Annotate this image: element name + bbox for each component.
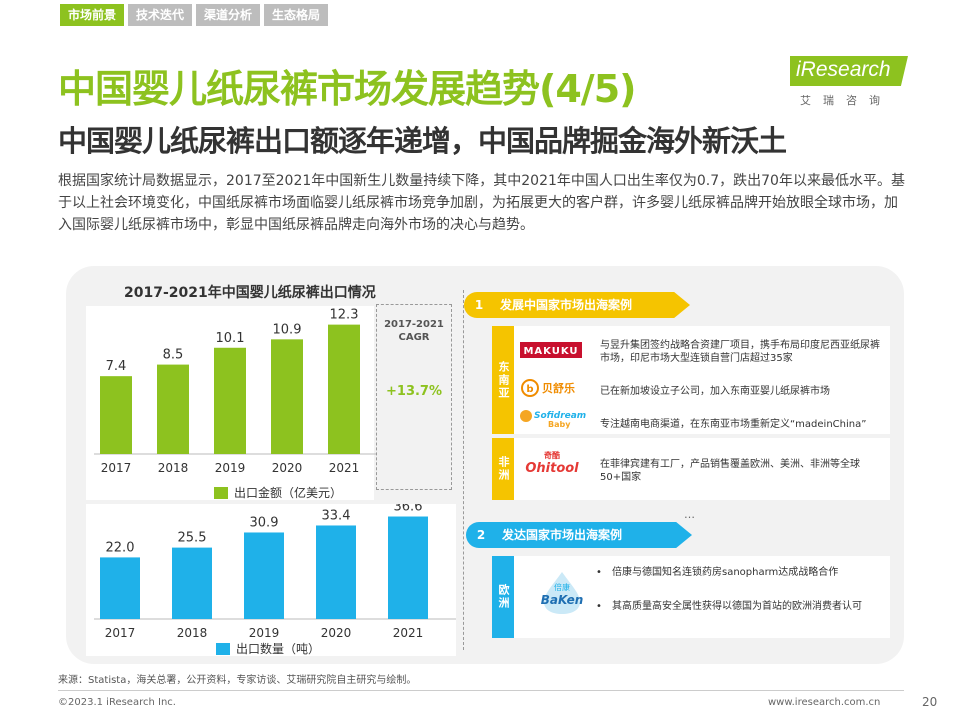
cagr-value: +13.7%: [386, 384, 442, 399]
bar-2019: [244, 532, 284, 619]
bar-2020: [316, 525, 356, 619]
case-beishule-text: 已在新加坡设立子公司，加入东南亚婴儿纸尿裤市场: [600, 386, 830, 397]
case-ohitool-text: 在菲律宾建有工厂，产品销售覆盖欧洲、美洲、非洲等全球50+国家: [600, 459, 860, 483]
tab-ecosystem[interactable]: 生态格局: [264, 4, 329, 26]
x-tick-2017: 2017: [105, 626, 136, 640]
svg-text:b: b: [526, 384, 533, 395]
section-label: 发达国家市场出海案例: [494, 522, 692, 548]
x-tick-2021: 2021: [393, 626, 424, 640]
bar-2017: [100, 557, 140, 619]
bar-2020: [271, 339, 303, 454]
svg-text:Baby: Baby: [548, 420, 571, 429]
bar-2018: [172, 547, 212, 619]
data-label-2020: 10.9: [273, 322, 302, 337]
bar-2019: [214, 347, 246, 454]
section-tabs: 市场前景 技术迭代 渠道分析 生态格局: [60, 4, 329, 26]
region-europe: 欧洲: [492, 556, 514, 638]
data-label-2017: 7.4: [106, 359, 127, 374]
chart-title: 2017-2021年中国婴儿纸尿裤出口情况: [124, 285, 376, 301]
bar-2018: [157, 364, 189, 454]
ohitool-logo-icon: 奇酷 Ohitool: [525, 450, 579, 476]
footer-url[interactable]: www.iresearch.com.cn: [768, 697, 881, 708]
tab-tech-iteration[interactable]: 技术迭代: [128, 4, 193, 26]
bullet-icon: •: [596, 601, 602, 612]
data-label-2021: 36.6: [394, 504, 423, 515]
bar-2021: [328, 324, 360, 454]
data-label-2021: 12.3: [330, 308, 359, 323]
svg-text:Sofidream: Sofidream: [534, 411, 586, 421]
logo-text: iResearch: [796, 58, 891, 81]
section-number: 2: [466, 522, 496, 548]
case-baken-bullet-2: • 其高质量高安全属性获得以德国为首站的欧洲消费者认可: [596, 601, 862, 612]
section-label: 发展中国家市场出海案例: [492, 292, 690, 318]
beishule-logo-text: 贝舒乐: [542, 381, 575, 395]
x-tick-2018: 2018: [177, 626, 208, 640]
case-baken-bullet-1: • 倍康与德国知名连锁药房sanopharm达成战略合作: [596, 567, 839, 578]
x-tick-2020: 2020: [321, 626, 352, 640]
export-volume-chart: 22.0 2017 25.5 2018 30.9 2019 33.4 2020 36.6 2021…: [94, 504, 456, 656]
more-ellipsis: …: [684, 508, 695, 521]
data-label-2020: 33.4: [322, 508, 351, 523]
data-label-2018: 25.5: [178, 531, 207, 546]
legend-swatch: [216, 643, 230, 655]
footer-divider: [58, 690, 904, 691]
region-africa: 非洲: [492, 438, 514, 500]
panel-divider: [463, 290, 464, 650]
x-tick-2017: 2017: [101, 461, 132, 475]
export-value-chart: 7.4 2017 8.5 2018 10.1 2019 10.9 2020 12.3 2021 出口…: [94, 308, 376, 500]
baken-logo-cn: 倍康: [554, 582, 570, 592]
page-number: 20: [922, 695, 938, 709]
copyright: ©2023.1 iResearch Inc.: [58, 697, 176, 708]
cagr-box: [376, 304, 452, 490]
page-subtitle: 中国婴儿纸尿裤出口额逐年递增，中国品牌掘金海外新沃土: [58, 124, 787, 158]
x-tick-2018: 2018: [158, 461, 189, 475]
legend-label: 出口金额（亿美元）: [234, 485, 342, 500]
tab-channel-analysis[interactable]: 渠道分析: [196, 4, 261, 26]
x-tick-2020: 2020: [272, 461, 303, 475]
x-tick-2019: 2019: [215, 461, 246, 475]
bullet-icon: •: [596, 567, 602, 578]
data-label-2019: 10.1: [216, 331, 245, 346]
x-tick-2019: 2019: [249, 626, 280, 640]
source-note: 来源：Statista，海关总署，公开资料，专家访谈、艾瑞研究院自主研究与绘制。: [58, 675, 417, 686]
x-tick-2021: 2021: [329, 461, 360, 475]
case-sofidream-text: 专注越南电商渠道，在东南亚市场重新定义“madeinChina”: [600, 419, 867, 430]
sofidream-logo-icon: Sofidream Baby: [520, 410, 586, 429]
africa-card: [492, 438, 890, 500]
makuku-logo-icon: MAKUKU: [520, 342, 582, 358]
data-label-2017: 22.0: [106, 540, 135, 555]
section-number: 1: [464, 292, 494, 318]
intro-paragraph: 根据国家统计局数据显示，2017至2021年中国新生儿数量持续下降，其中2021…: [58, 173, 905, 233]
logo-banner: [790, 56, 908, 86]
data-label-2018: 8.5: [163, 348, 184, 363]
cagr-label: 2017-2021 CAGR: [384, 319, 444, 343]
baken-logo-icon: 倍康 BaKen: [541, 572, 584, 614]
case-makuku-text: 与昱升集团签约战略合资建厂项目，携手布局印度尼西亚纸尿裤市场，印尼市场大型连锁自…: [600, 340, 880, 364]
bar-2017: [100, 376, 132, 454]
bar-2021: [388, 516, 428, 619]
ohitool-logo-cn: 奇酷: [544, 450, 560, 460]
makuku-logo-text: MAKUKU: [523, 346, 578, 357]
legend-swatch: [214, 487, 228, 499]
tab-market-outlook[interactable]: 市场前景: [60, 4, 125, 26]
data-label-2019: 30.9: [250, 515, 279, 530]
baken-logo-text: BaKen: [541, 593, 584, 607]
beishule-logo-icon: b 贝舒乐: [521, 379, 575, 397]
iresearch-logo: iResearch 艾瑞咨询: [790, 52, 920, 110]
legend-label: 出口数量（吨）: [236, 641, 320, 656]
ohitool-logo-text: Ohitool: [525, 461, 579, 476]
page-title: 中国婴儿纸尿裤市场发展趋势(4/5): [58, 67, 636, 111]
logo-subtext: 艾瑞咨询: [800, 94, 892, 107]
region-southeast-asia: 东南亚: [492, 326, 514, 434]
